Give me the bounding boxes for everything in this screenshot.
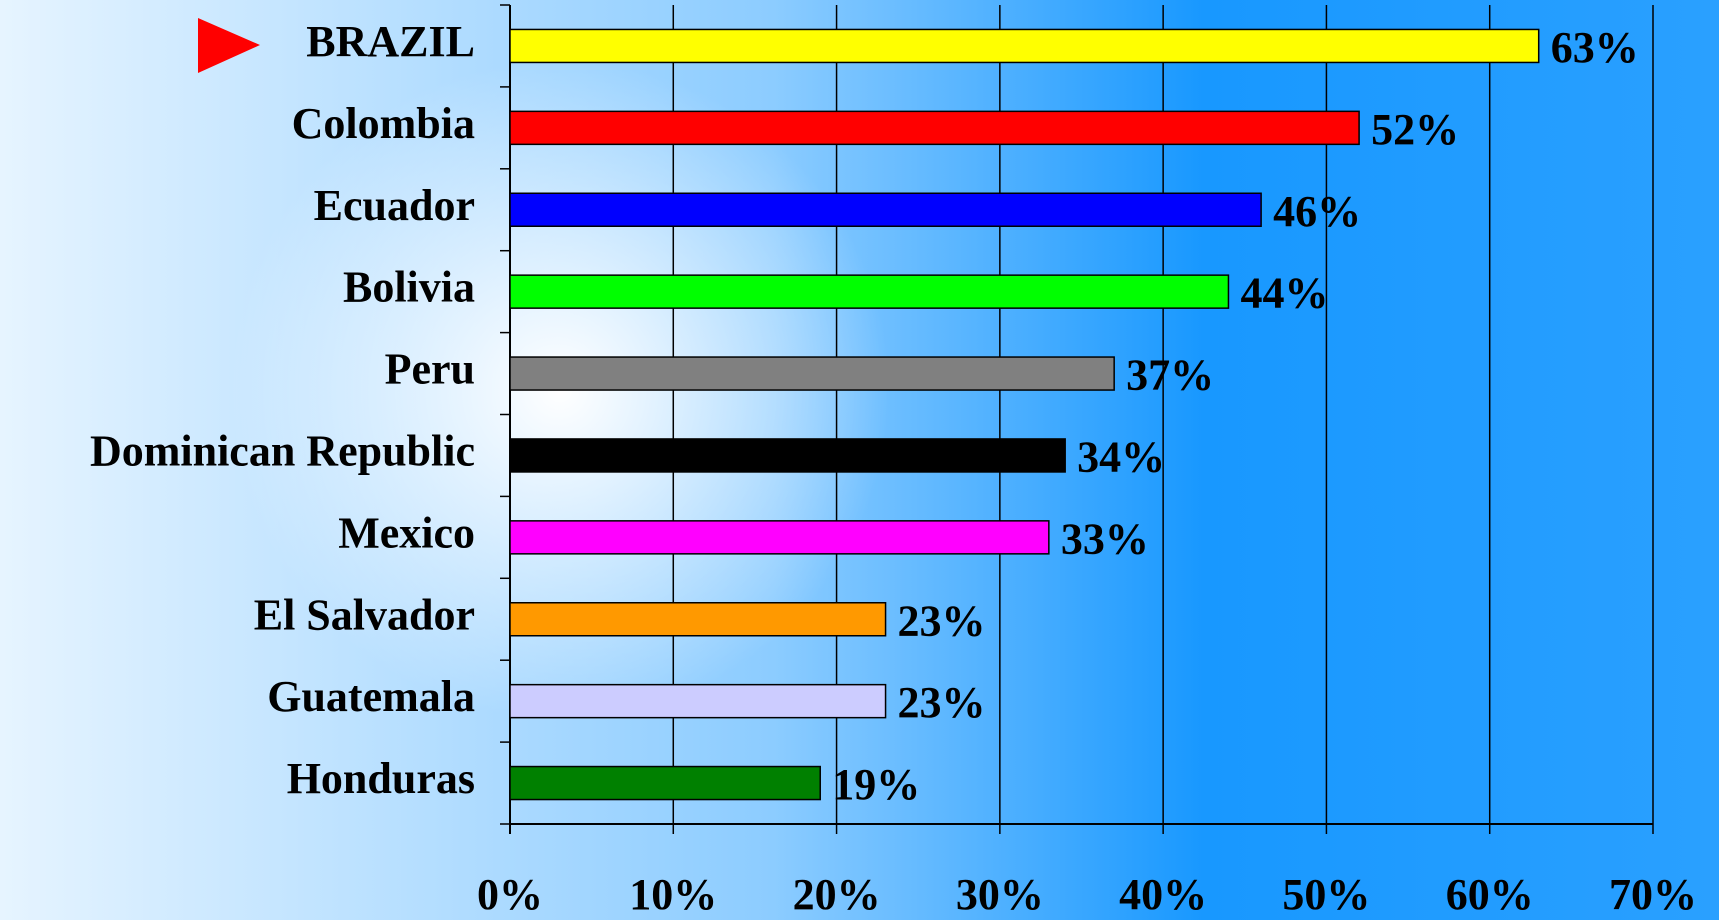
data-label: 23%: [898, 678, 986, 727]
bar: [509, 110, 1360, 146]
x-tick-label: 0%: [477, 870, 543, 919]
x-tick-label: 10%: [629, 870, 717, 919]
data-label: 52%: [1371, 105, 1459, 154]
data-label: 46%: [1273, 187, 1361, 236]
x-tick-label: 50%: [1282, 870, 1370, 919]
y-tick-label: Bolivia: [343, 263, 475, 312]
data-label: 37%: [1126, 351, 1214, 400]
bar: [509, 683, 887, 719]
data-label: 33%: [1061, 514, 1149, 563]
bar: [509, 438, 1066, 473]
bar: [509, 602, 887, 637]
y-tick-label: Mexico: [338, 508, 475, 557]
bar: [509, 274, 1230, 309]
bar: [509, 520, 1050, 555]
data-label: 44%: [1240, 269, 1328, 318]
highlight-arrow: [198, 18, 260, 73]
y-tick-label: Guatemala: [267, 672, 475, 721]
y-tick-label: BRAZIL: [306, 17, 475, 66]
data-label: 34%: [1077, 433, 1165, 482]
y-tick-label: Dominican Republic: [90, 427, 475, 476]
data-label: 19%: [832, 760, 920, 809]
y-tick-label: Colombia: [292, 99, 475, 148]
x-tick-label: 30%: [956, 870, 1044, 919]
x-tick-label: 60%: [1446, 870, 1534, 919]
x-tick-label: 20%: [793, 870, 881, 919]
x-tick-label: 40%: [1119, 870, 1207, 919]
data-label: 63%: [1551, 23, 1639, 72]
y-tick-label: Ecuador: [314, 181, 475, 230]
x-tick-label: 70%: [1609, 870, 1697, 919]
y-tick-label: Honduras: [287, 754, 475, 803]
bar: [509, 765, 821, 801]
data-label: 23%: [898, 596, 986, 645]
y-tick-label: El Salvador: [254, 590, 475, 639]
bar: [509, 28, 1540, 64]
y-tick-label: Peru: [385, 345, 475, 394]
bar: [509, 192, 1262, 227]
bar: [509, 356, 1115, 391]
